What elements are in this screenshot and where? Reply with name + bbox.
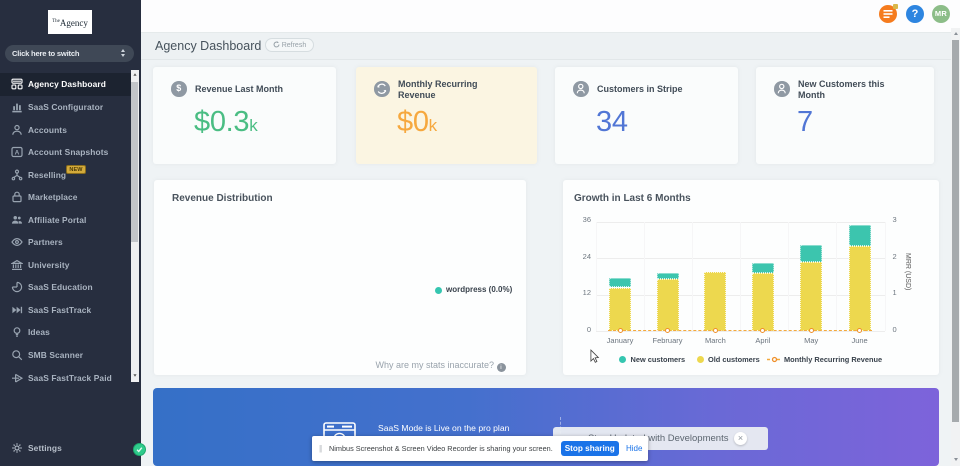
svg-text:A: A (15, 150, 20, 157)
